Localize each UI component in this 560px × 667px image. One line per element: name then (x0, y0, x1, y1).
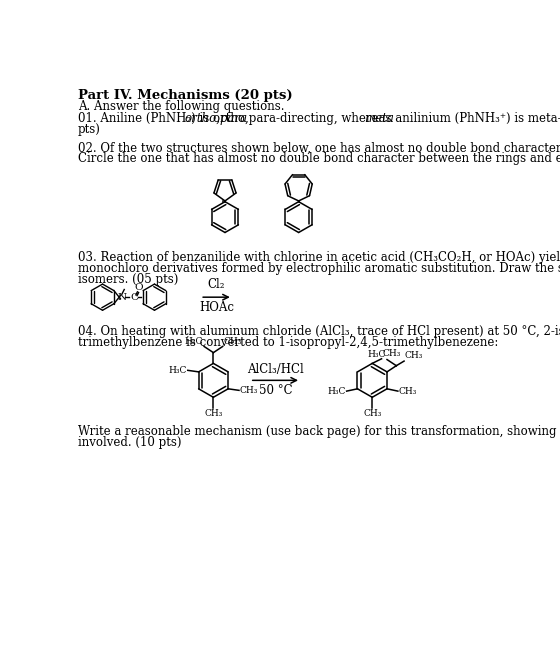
Text: monochloro derivatives formed by electrophilic aromatic substitution. Draw the s: monochloro derivatives formed by electro… (78, 261, 560, 275)
Text: 04. On heating with aluminum chloride (AlCl₃, trace of HCl present) at 50 °C, 2-: 04. On heating with aluminum chloride (A… (78, 325, 560, 338)
Text: CH₃: CH₃ (382, 349, 401, 358)
Text: A. Answer the following questions.: A. Answer the following questions. (78, 100, 284, 113)
Text: H₃C: H₃C (169, 366, 187, 375)
Text: CH₃: CH₃ (405, 352, 423, 360)
Text: 50 °C: 50 °C (259, 384, 292, 397)
Text: Part IV. Mechanisms (20 pts): Part IV. Mechanisms (20 pts) (78, 89, 292, 102)
Text: Write a reasonable mechanism (use back page) for this transformation, showing al: Write a reasonable mechanism (use back p… (78, 425, 560, 438)
Text: H₃C: H₃C (368, 350, 386, 359)
Text: CH₃: CH₃ (240, 386, 258, 395)
Text: isomers. (05 pts): isomers. (05 pts) (78, 273, 178, 285)
Text: CH₃: CH₃ (223, 337, 242, 346)
Text: CH₃: CH₃ (204, 409, 222, 418)
Text: AlCl₃/HCl: AlCl₃/HCl (247, 364, 304, 376)
Text: 03. Reaction of benzanilide with chlorine in acetic acid (CH₃CO₂H, or HOAc) yiel: 03. Reaction of benzanilide with chlorin… (78, 251, 560, 264)
Text: C: C (130, 293, 138, 301)
Text: N: N (118, 293, 127, 301)
Text: ortho,para: ortho,para (185, 112, 248, 125)
Text: HOAc: HOAc (199, 301, 234, 314)
Text: H₃C: H₃C (184, 337, 203, 346)
Text: 02. Of the two structures shown below, one has almost no double bond character b: 02. Of the two structures shown below, o… (78, 141, 560, 155)
Text: Circle the one that has almost no double bond character between the rings and ex: Circle the one that has almost no double… (78, 153, 560, 165)
Text: Cl₂: Cl₂ (208, 278, 225, 291)
Text: involved. (10 pts): involved. (10 pts) (78, 436, 181, 449)
Text: H₃C: H₃C (328, 387, 346, 396)
Text: trimethylbenzene is converted to 1-isopropyl-2,4,5-trimethylbenezene:: trimethylbenzene is converted to 1-isopr… (78, 336, 498, 349)
Text: 01. Aniline (PhNH₂) is ortho,para-directing, whereas anilinium (PhNH₃⁺) is meta-: 01. Aniline (PhNH₂) is ortho,para-direct… (78, 112, 560, 125)
Text: pts): pts) (78, 123, 101, 136)
Text: CH₃: CH₃ (363, 409, 381, 418)
Text: meta: meta (365, 112, 394, 125)
Text: CH₃: CH₃ (399, 387, 417, 396)
Text: O: O (134, 283, 142, 292)
